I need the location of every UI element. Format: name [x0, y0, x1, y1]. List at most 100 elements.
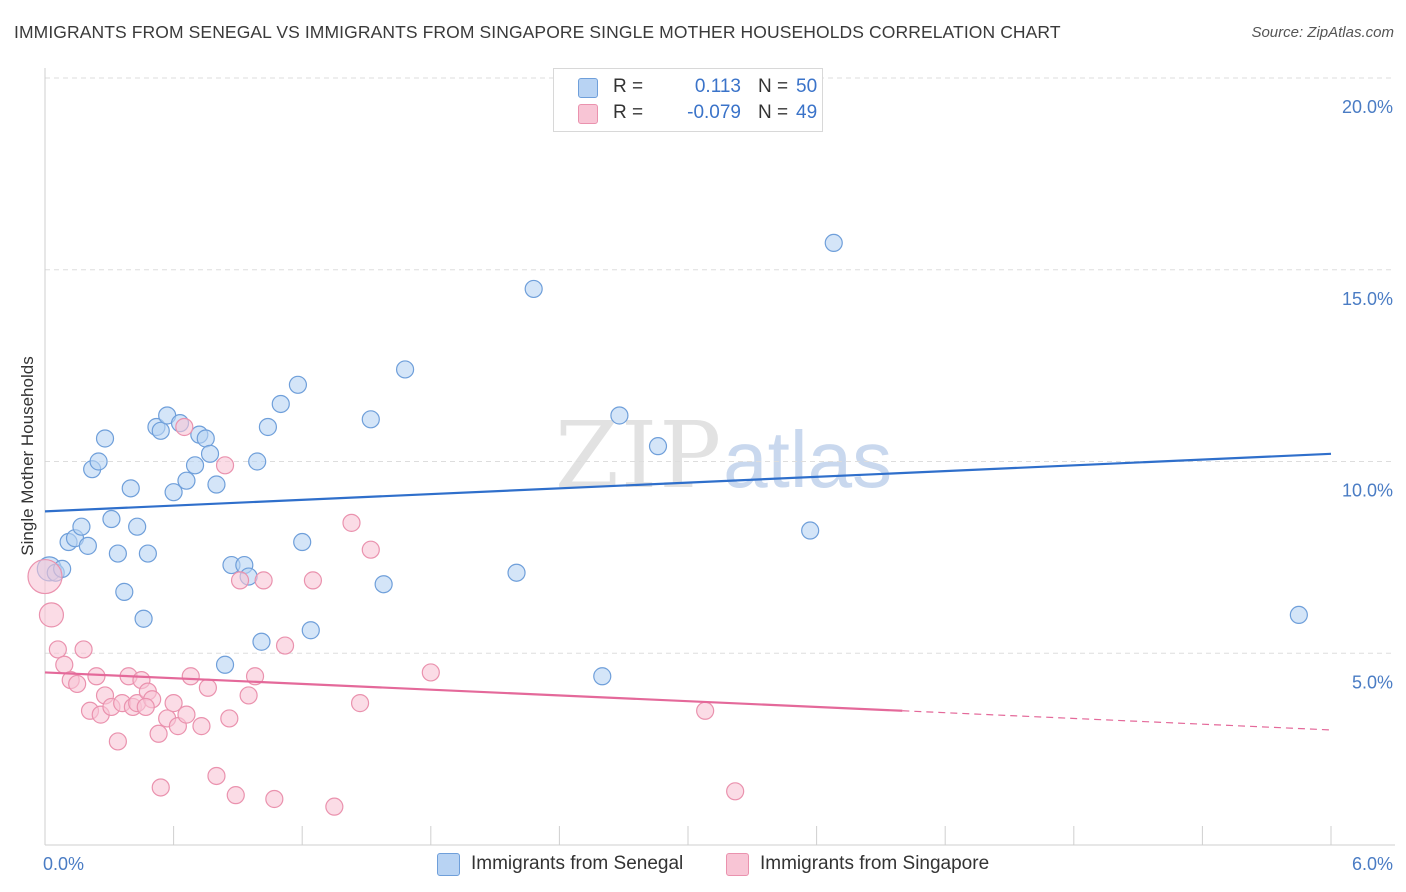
singapore-point	[245, 667, 265, 686]
senegal-swatch	[437, 853, 460, 876]
senegal-point	[138, 544, 157, 563]
y-tick-label: 10.0%	[1342, 481, 1393, 501]
senegal-point	[108, 544, 127, 563]
singapore-point	[38, 602, 65, 628]
singapore-point	[226, 786, 245, 805]
singapore-point	[108, 732, 127, 751]
senegal-point	[200, 444, 220, 463]
watermark: ZIPatlas	[555, 402, 892, 509]
senegal-point	[95, 429, 115, 448]
axis-layer	[44, 68, 1395, 846]
senegal-point	[824, 233, 843, 253]
singapore-point	[175, 417, 194, 437]
senegal-point	[271, 394, 290, 414]
senegal-point	[593, 667, 612, 686]
tick-layer: 5.0% 10.0% 15.0% 20.0% 0.0% 6.0%	[43, 97, 1393, 874]
singapore-point	[149, 724, 168, 743]
legend-n-value: 50	[796, 76, 818, 97]
senegal-point	[177, 471, 196, 490]
senegal-point	[164, 483, 183, 502]
singapore-point	[55, 655, 74, 674]
singapore-point	[192, 717, 211, 736]
watermark-atlas: atlas	[723, 415, 893, 504]
senegal-point	[196, 429, 215, 448]
senegal-point	[524, 279, 543, 299]
trend-line-singapore-extrapolated	[902, 710, 1332, 731]
singapore-point	[220, 709, 239, 728]
senegal-point	[151, 421, 170, 440]
senegal-point	[102, 509, 121, 529]
trend-layer	[44, 452, 1332, 731]
singapore-point	[342, 513, 361, 532]
trend-line-singapore	[44, 671, 903, 712]
correlation-legend: R = 0.113 N = 50 R = -0.079 N = 49	[553, 68, 823, 132]
singapore-point	[361, 540, 380, 559]
x-tick-label-max: 6.0%	[1352, 854, 1393, 874]
singapore-point	[350, 694, 370, 713]
singapore-point	[68, 674, 87, 694]
senegal-point	[128, 517, 147, 536]
senegal-point	[252, 632, 271, 651]
singapore-swatch	[578, 104, 598, 124]
legend-n-label: N =	[758, 76, 789, 97]
legend-n-value: 49	[796, 102, 818, 123]
singapore-swatch	[726, 853, 749, 876]
singapore-point	[87, 667, 106, 686]
senegal-point	[258, 417, 278, 437]
singapore-point	[151, 778, 170, 797]
legend-r-label: R =	[613, 102, 644, 123]
senegal-point	[374, 575, 393, 594]
singapore-point	[325, 797, 344, 816]
y-tick-label: 20.0%	[1342, 97, 1393, 117]
senegal-point	[89, 452, 108, 471]
senegal-point	[215, 655, 235, 674]
senegal-point	[115, 582, 134, 601]
x-tick-label-min: 0.0%	[43, 854, 84, 874]
senegal-point	[1289, 605, 1308, 625]
senegal-point	[648, 437, 668, 456]
point-layer	[27, 233, 1308, 816]
singapore-point	[74, 640, 93, 659]
legend-n-label: N =	[758, 102, 789, 123]
source-credit: Source: ZipAtlas.com	[1251, 24, 1394, 41]
legend-label-singapore: Immigrants from Singapore	[760, 853, 990, 874]
legend-label-senegal: Immigrants from Senegal	[471, 853, 684, 874]
singapore-point	[696, 701, 715, 720]
singapore-point	[181, 667, 200, 686]
y-tick-label: 5.0%	[1352, 672, 1393, 692]
senegal-point	[207, 475, 226, 494]
senegal-point	[185, 456, 205, 475]
singapore-point	[136, 697, 155, 717]
chart-title: IMMIGRANTS FROM SENEGAL VS IMMIGRANTS FR…	[14, 22, 1061, 42]
senegal-point	[293, 532, 312, 552]
singapore-point	[421, 663, 440, 682]
singapore-point	[275, 636, 295, 655]
singapore-point	[230, 571, 250, 590]
legend-r-value: -0.079	[687, 102, 741, 123]
senegal-point	[288, 375, 308, 394]
senegal-point	[134, 609, 153, 628]
senegal-point	[610, 406, 629, 425]
senegal-point	[507, 563, 526, 582]
singapore-point	[27, 558, 63, 595]
singapore-point	[239, 686, 258, 705]
senegal-point	[78, 536, 97, 555]
singapore-point	[207, 766, 226, 786]
senegal-point	[121, 479, 140, 498]
singapore-point	[198, 678, 217, 697]
series-legend: Immigrants from Senegal Immigrants from …	[0, 852, 1406, 878]
singapore-point	[177, 705, 196, 724]
senegal-swatch	[578, 78, 598, 98]
trend-line-senegal	[44, 452, 1332, 513]
singapore-point	[48, 640, 67, 659]
legend-r-value: 0.113	[694, 76, 741, 97]
watermark-zip: ZIP	[555, 402, 724, 509]
senegal-point	[72, 517, 91, 536]
singapore-point	[215, 456, 235, 475]
senegal-point	[801, 521, 820, 540]
singapore-point	[254, 571, 273, 590]
singapore-point	[164, 694, 183, 713]
legend-r-label: R =	[613, 76, 644, 97]
singapore-point	[303, 571, 323, 590]
